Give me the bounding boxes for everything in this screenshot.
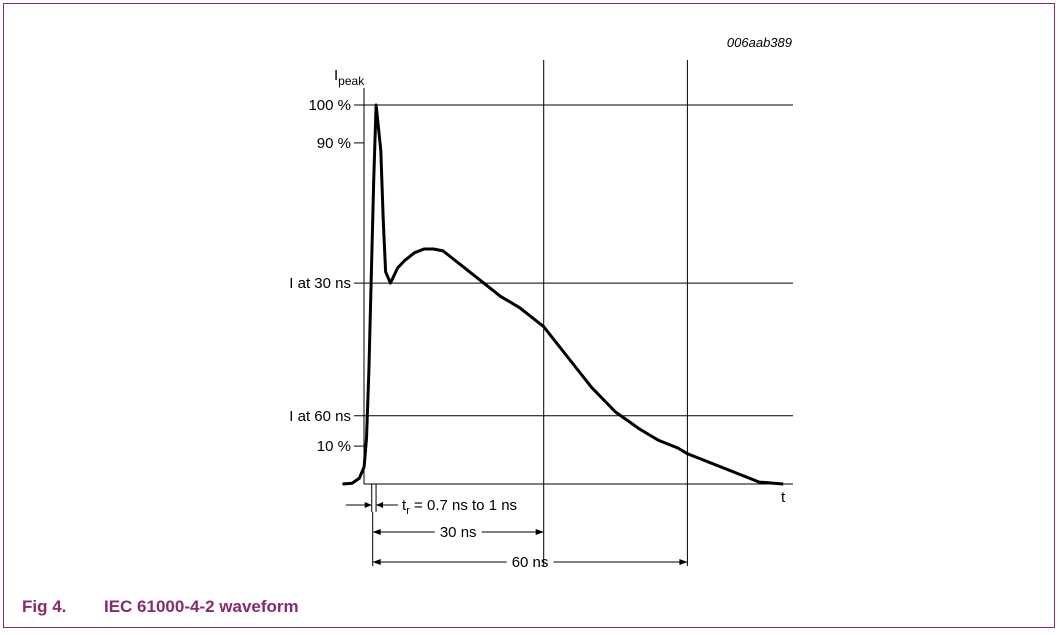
- x-axis-label: t: [781, 489, 786, 506]
- rise-arrowhead-right: [376, 502, 384, 508]
- y-tick-label: I at 30 ns: [289, 275, 351, 292]
- rise-time-label: tr = 0.7 ns to 1 ns: [402, 497, 517, 517]
- caption-title: IEC 61000-4-2 waveform: [104, 597, 299, 616]
- waveform-curve: [342, 103, 784, 486]
- figure-frame: [3, 3, 1055, 628]
- figure-code: 006aab389: [727, 35, 792, 50]
- dimension-60ns-arrowhead-left: [372, 559, 381, 565]
- dimension-30ns-label: 30 ns: [440, 524, 477, 541]
- dimension-30ns-arrowhead-left: [372, 529, 381, 535]
- dimension-60ns-arrowhead-right: [679, 559, 688, 565]
- y-tick-label: 10 %: [317, 438, 351, 455]
- dimension-30ns-arrowhead-right: [535, 529, 544, 535]
- dimension-60ns-label: 60 ns: [512, 554, 549, 571]
- figure-caption: Fig 4. IEC 61000-4-2 waveform: [22, 597, 299, 617]
- caption-number: Fig 4.: [22, 597, 67, 616]
- y-tick-label: I at 60 ns: [289, 408, 351, 425]
- rise-arrowhead-left: [364, 502, 372, 508]
- y-axis-label: Ipeak: [334, 67, 365, 88]
- y-tick-label: 90 %: [317, 135, 351, 152]
- y-tick-label: 100 %: [308, 97, 351, 114]
